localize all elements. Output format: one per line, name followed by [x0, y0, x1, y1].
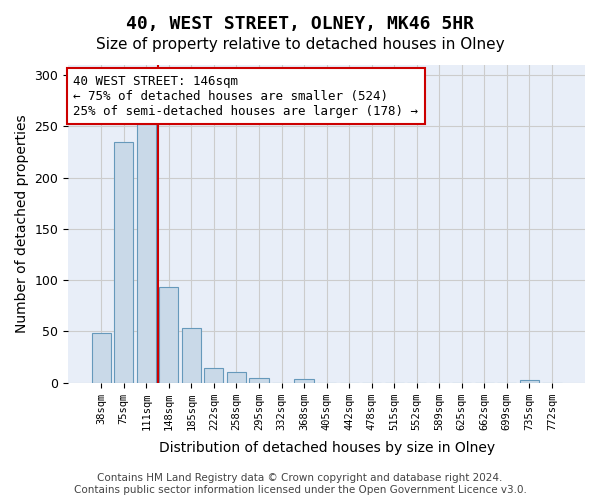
- Bar: [205, 368, 223, 382]
- Bar: [92, 334, 111, 382]
- Y-axis label: Number of detached properties: Number of detached properties: [15, 114, 29, 333]
- Bar: [182, 328, 201, 382]
- Bar: [520, 380, 539, 382]
- Bar: [295, 378, 314, 382]
- X-axis label: Distribution of detached houses by size in Olney: Distribution of detached houses by size …: [158, 441, 494, 455]
- Text: Size of property relative to detached houses in Olney: Size of property relative to detached ho…: [95, 38, 505, 52]
- Text: 40 WEST STREET: 146sqm
← 75% of detached houses are smaller (524)
25% of semi-de: 40 WEST STREET: 146sqm ← 75% of detached…: [73, 74, 418, 118]
- Bar: [159, 288, 178, 382]
- Bar: [137, 124, 156, 382]
- Bar: [227, 372, 246, 382]
- Text: 40, WEST STREET, OLNEY, MK46 5HR: 40, WEST STREET, OLNEY, MK46 5HR: [126, 15, 474, 33]
- Text: Contains HM Land Registry data © Crown copyright and database right 2024.
Contai: Contains HM Land Registry data © Crown c…: [74, 474, 526, 495]
- Bar: [250, 378, 269, 382]
- Bar: [114, 142, 133, 382]
